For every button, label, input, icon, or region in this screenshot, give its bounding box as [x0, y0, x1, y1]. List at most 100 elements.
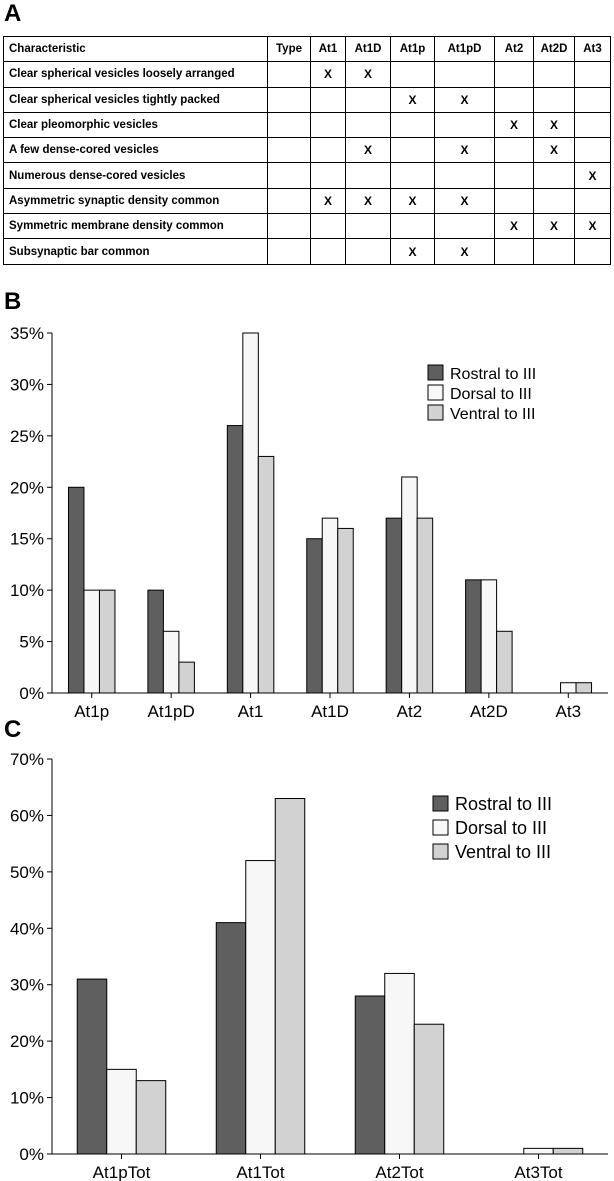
header-col: At1	[310, 35, 346, 63]
mark-cell	[345, 238, 391, 265]
mark-cell	[494, 238, 534, 265]
type-cell	[267, 162, 311, 189]
type-cell	[267, 213, 311, 240]
bar	[83, 589, 100, 694]
bar	[215, 922, 247, 1155]
type-cell	[267, 86, 311, 113]
mark-cell: X	[390, 187, 435, 215]
mark-cell: X	[310, 187, 346, 215]
table-row: Clear pleomorphic vesicles X X	[3, 111, 611, 139]
header-col: At1pD	[434, 35, 495, 63]
bar	[480, 579, 498, 694]
table-header-row: Characteristic Type At1 At1D At1p At1pD …	[3, 35, 611, 63]
mark-cell: X	[310, 61, 346, 88]
x-tick-label: At1p	[74, 702, 109, 721]
x-tick-label: At2D	[470, 702, 508, 721]
mark-cell	[574, 187, 611, 215]
panel-letter-c: C	[4, 716, 22, 743]
y-tick-label: 20%	[10, 478, 44, 497]
mark-cell	[434, 162, 495, 189]
y-tick-label: 30%	[10, 375, 44, 394]
table-row: Clear spherical vesicles tightly packed X…	[3, 86, 611, 113]
bar	[465, 579, 482, 694]
mark-cell	[390, 137, 435, 164]
mark-cell	[310, 137, 346, 164]
mark-cell: X	[533, 137, 575, 164]
panel-letter-a: A	[4, 0, 22, 27]
legend-swatch	[432, 819, 449, 836]
legend-swatch	[427, 404, 444, 421]
bar	[226, 425, 244, 694]
y-tick-label: 35%	[10, 324, 44, 343]
bar	[162, 630, 180, 694]
type-cell	[267, 61, 311, 88]
mark-cell	[494, 86, 534, 113]
y-tick-label: 25%	[10, 427, 44, 446]
mark-cell	[533, 238, 575, 265]
bar	[337, 527, 354, 694]
y-tick-label: 40%	[10, 919, 44, 938]
legend-swatch	[427, 364, 444, 381]
mark-cell	[574, 111, 611, 139]
mark-cell	[533, 86, 575, 113]
legend-label: Rostral to III	[450, 366, 536, 383]
x-tick-label: At1Tot	[236, 1163, 284, 1181]
bar	[98, 589, 116, 694]
type-cell	[267, 238, 311, 265]
mark-cell	[390, 162, 435, 189]
bar	[321, 517, 339, 694]
mark-cell	[533, 187, 575, 215]
x-tick-label: At2	[397, 702, 423, 721]
mark-cell	[574, 238, 611, 265]
mark-cell: X	[533, 213, 575, 240]
mark-cell: X	[533, 111, 575, 139]
header-col: At1p	[390, 35, 435, 63]
type-cell	[267, 111, 311, 139]
mark-cell	[434, 213, 495, 240]
mark-cell: X	[494, 111, 534, 139]
x-tick-label: At1	[238, 702, 264, 721]
row-label: Subsynaptic bar common	[3, 238, 268, 265]
mark-cell	[494, 61, 534, 88]
mark-cell	[310, 238, 346, 265]
bar	[242, 332, 259, 694]
mark-cell	[574, 61, 611, 88]
bar	[416, 517, 434, 694]
legend-swatch	[432, 795, 449, 812]
bar-chart-b: 0% 5% 10% 15% 20% 25% 30% 35% At1p At1pD At1 At1D At…	[10, 324, 608, 721]
row-label: Clear spherical vesicles tightly packed	[3, 86, 268, 113]
x-tick-label: At1D	[311, 702, 349, 721]
mark-cell	[533, 162, 575, 189]
panel-letter-b: B	[4, 288, 22, 315]
bar	[106, 1068, 137, 1155]
x-tick-label: At2Tot	[375, 1163, 423, 1181]
mark-cell	[345, 213, 391, 240]
legend-swatch	[427, 384, 444, 401]
row-label: Clear spherical vesicles loosely arrange…	[3, 61, 268, 88]
characteristics-table: Characteristic Type At1 At1D At1p At1pD …	[3, 35, 611, 265]
mark-cell	[310, 162, 346, 189]
bar	[67, 486, 85, 694]
legend-label: Ventral to III	[455, 842, 551, 862]
x-tick-label: At1pTot	[93, 1163, 151, 1181]
bar	[178, 661, 195, 694]
mark-cell	[390, 213, 435, 240]
header-col: At3	[574, 35, 611, 63]
bar	[575, 682, 593, 694]
bar	[257, 455, 275, 694]
mark-cell	[310, 111, 346, 139]
y-tick-label: 5%	[19, 633, 44, 652]
bar	[306, 538, 323, 694]
row-label: Symmetric membrane density common	[3, 213, 268, 240]
mark-cell: X	[574, 162, 611, 189]
mark-cell	[494, 137, 534, 164]
bar	[76, 978, 108, 1155]
y-tick-label: 30%	[10, 976, 44, 995]
mark-cell	[434, 61, 495, 88]
y-tick-label: 60%	[10, 806, 44, 825]
legend-label: Rostral to III	[455, 794, 552, 814]
mark-cell: X	[390, 86, 435, 113]
mark-cell	[574, 137, 611, 164]
table-row: A few dense-cored vesicles X X X	[3, 137, 611, 164]
bar	[552, 1147, 584, 1155]
